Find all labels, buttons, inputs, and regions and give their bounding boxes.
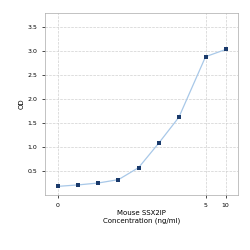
X-axis label: Mouse SSX2IP
Concentration (ng/ml): Mouse SSX2IP Concentration (ng/ml) xyxy=(103,210,180,224)
Point xyxy=(157,141,161,145)
Point xyxy=(76,183,80,187)
Point xyxy=(224,48,228,52)
Point xyxy=(136,166,140,170)
Point xyxy=(116,178,120,182)
Point xyxy=(177,115,181,119)
Point xyxy=(96,181,100,185)
Point xyxy=(56,184,60,188)
Point xyxy=(204,55,208,59)
Y-axis label: OD: OD xyxy=(19,98,25,109)
